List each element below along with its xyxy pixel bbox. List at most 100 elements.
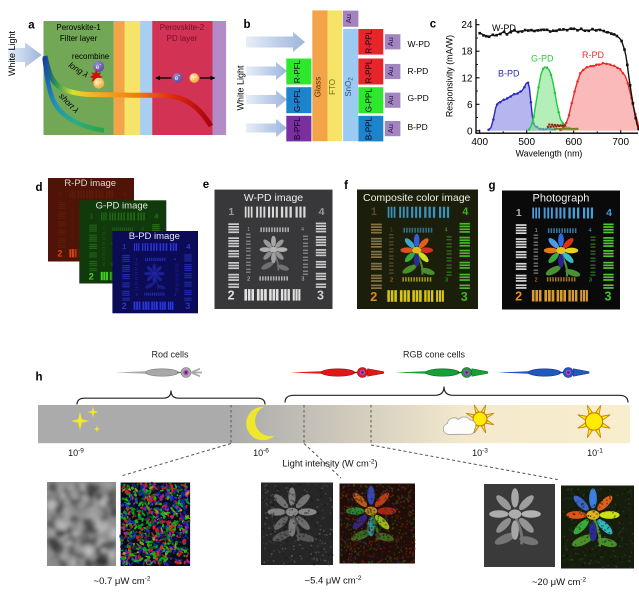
svg-text:W-PD image: W-PD image xyxy=(244,192,303,204)
svg-text:RGB cone cells: RGB cone cells xyxy=(403,350,466,360)
svg-text:B-PPL: B-PPL xyxy=(365,116,374,140)
svg-text:Au: Au xyxy=(386,124,395,133)
svg-text:4: 4 xyxy=(186,242,191,251)
svg-text:3: 3 xyxy=(174,292,177,297)
svg-text:Au: Au xyxy=(386,96,395,105)
svg-text:Perovskite-1: Perovskite-1 xyxy=(56,23,101,32)
svg-text:R-PD image: R-PD image xyxy=(64,178,116,189)
svg-text:Wavelength (nm): Wavelength (nm) xyxy=(516,149,583,159)
svg-text:3: 3 xyxy=(317,289,324,303)
svg-text:B-PD image: B-PD image xyxy=(129,231,180,242)
svg-text:4: 4 xyxy=(319,206,325,218)
svg-text:4: 4 xyxy=(122,189,127,198)
svg-text:2: 2 xyxy=(247,276,250,282)
svg-text:1: 1 xyxy=(71,204,74,209)
svg-text:d: d xyxy=(35,182,42,194)
svg-text:4: 4 xyxy=(445,228,448,234)
svg-text:6: 6 xyxy=(467,100,473,111)
svg-text:R-PPL: R-PPL xyxy=(365,29,374,53)
svg-text:2: 2 xyxy=(535,277,538,283)
svg-text:Photograph: Photograph xyxy=(533,193,590,205)
svg-text:400: 400 xyxy=(471,137,488,148)
svg-text:G-PD: G-PD xyxy=(531,54,554,64)
svg-text:2: 2 xyxy=(89,272,94,282)
svg-text:B-PFL: B-PFL xyxy=(293,117,302,140)
svg-text:1: 1 xyxy=(136,257,139,262)
svg-text:Light intensity (W cm-2): Light intensity (W cm-2) xyxy=(282,459,377,469)
svg-text:10-6: 10-6 xyxy=(253,448,269,459)
svg-text:3: 3 xyxy=(445,277,448,283)
svg-text:4: 4 xyxy=(154,212,159,221)
svg-text:2: 2 xyxy=(122,301,127,311)
svg-text:1: 1 xyxy=(122,242,127,251)
svg-text:4: 4 xyxy=(174,257,177,262)
svg-text:1: 1 xyxy=(535,228,538,234)
svg-text:Perovskite-2: Perovskite-2 xyxy=(160,23,205,32)
svg-text:G-PPL: G-PPL xyxy=(365,88,374,113)
svg-text:R-PD: R-PD xyxy=(408,66,429,76)
svg-text:4: 4 xyxy=(142,226,145,231)
svg-text:~20 μW cm-2: ~20 μW cm-2 xyxy=(532,577,587,589)
svg-text:2: 2 xyxy=(57,249,62,259)
svg-text:18: 18 xyxy=(461,47,473,58)
svg-text:Au: Au xyxy=(386,67,395,76)
svg-text:4: 4 xyxy=(588,228,591,234)
svg-text:3: 3 xyxy=(461,290,468,304)
svg-text:10-3: 10-3 xyxy=(472,448,488,459)
svg-text:4: 4 xyxy=(606,207,612,219)
svg-text:2: 2 xyxy=(228,289,235,303)
svg-text:3: 3 xyxy=(301,276,304,282)
svg-text:PD layer: PD layer xyxy=(167,34,198,43)
svg-text:2: 2 xyxy=(89,272,94,282)
svg-text:R-PFL: R-PFL xyxy=(293,59,302,83)
svg-text:1: 1 xyxy=(390,228,393,234)
svg-text:Filter layer: Filter layer xyxy=(60,34,98,43)
svg-text:c: c xyxy=(430,19,437,31)
svg-text:600: 600 xyxy=(565,137,582,148)
svg-text:eˉ: eˉ xyxy=(96,64,102,71)
svg-text:1: 1 xyxy=(103,226,106,231)
svg-text:700: 700 xyxy=(612,137,629,148)
svg-text:2: 2 xyxy=(390,277,393,283)
svg-text:4: 4 xyxy=(462,206,468,218)
svg-text:Composite color image: Composite color image xyxy=(363,192,471,204)
svg-text:g: g xyxy=(488,180,495,192)
svg-text:2: 2 xyxy=(71,239,74,244)
svg-text:~5.4 μW cm-2: ~5.4 μW cm-2 xyxy=(305,575,362,587)
svg-text:Responsivity (mA/W): Responsivity (mA/W) xyxy=(445,35,455,117)
svg-text:1: 1 xyxy=(516,207,522,219)
svg-text:4: 4 xyxy=(301,227,304,233)
svg-text:2: 2 xyxy=(370,290,377,304)
svg-text:R-PD: R-PD xyxy=(582,50,604,60)
svg-text:Au: Au xyxy=(344,14,353,23)
svg-text:FTO: FTO xyxy=(328,79,337,95)
svg-text:3: 3 xyxy=(185,301,190,311)
svg-text:1: 1 xyxy=(371,206,377,218)
svg-text:R-PPL: R-PPL xyxy=(365,59,374,83)
svg-text:e: e xyxy=(203,179,209,191)
svg-text:1: 1 xyxy=(247,227,250,233)
svg-text:a: a xyxy=(28,20,35,32)
svg-text:W-PD: W-PD xyxy=(408,39,431,49)
svg-text:B-PD: B-PD xyxy=(408,122,428,132)
svg-text:G-PFL: G-PFL xyxy=(293,88,302,112)
svg-text:SnO2: SnO2 xyxy=(344,77,355,97)
svg-text:eˉ: eˉ xyxy=(175,76,180,82)
svg-text:1: 1 xyxy=(58,189,63,198)
svg-text:W-PD: W-PD xyxy=(492,23,516,33)
svg-text:1: 1 xyxy=(228,206,234,218)
svg-text:h⁺: h⁺ xyxy=(191,75,198,82)
svg-text:White Light: White Light xyxy=(236,65,246,111)
svg-text:1: 1 xyxy=(89,212,94,221)
svg-text:G-PD image: G-PD image xyxy=(96,200,148,211)
svg-text:B-PD: B-PD xyxy=(498,69,520,79)
svg-text:b: b xyxy=(243,19,250,31)
svg-text:500: 500 xyxy=(518,137,535,148)
svg-text:f: f xyxy=(344,180,348,192)
svg-text:Au: Au xyxy=(386,37,395,46)
svg-text:Rod cells: Rod cells xyxy=(151,350,189,360)
svg-text:10-9: 10-9 xyxy=(68,448,84,459)
svg-text:2: 2 xyxy=(57,249,62,259)
svg-text:G-PD: G-PD xyxy=(408,93,429,103)
svg-text:2: 2 xyxy=(136,292,139,297)
